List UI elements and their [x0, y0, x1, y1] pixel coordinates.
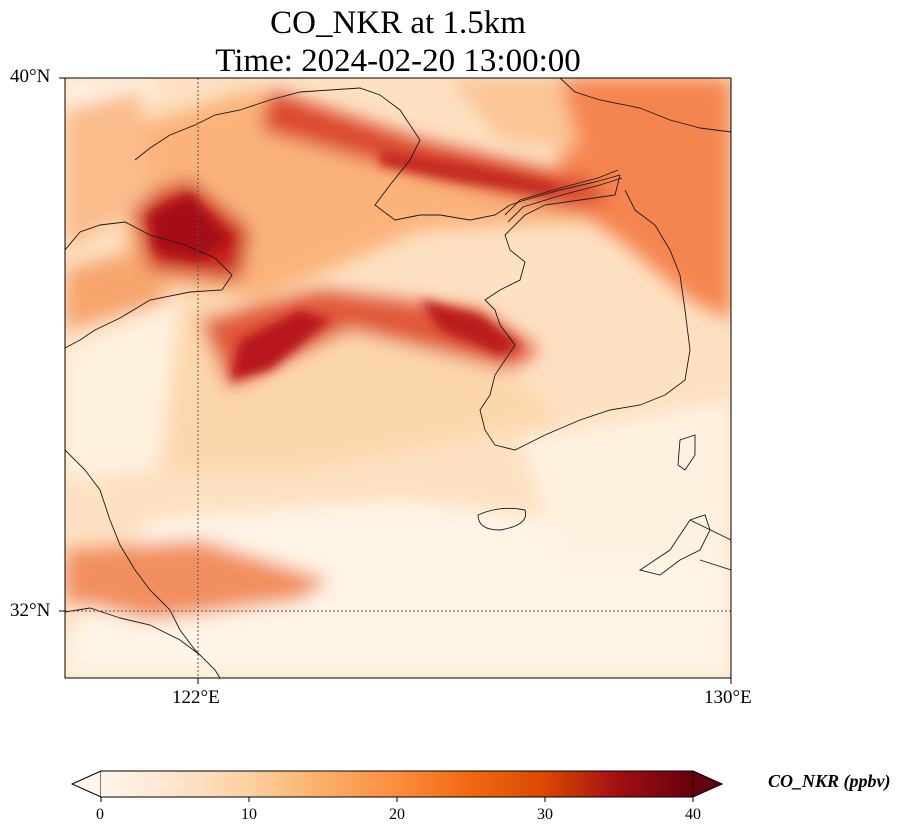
map-frame: [64, 77, 732, 679]
map-title: CO_NKR at 1.5km: [270, 5, 526, 41]
colorbar-tick-label-20: 20: [389, 806, 405, 823]
lon-tick-label-130: 130°E: [704, 687, 752, 708]
colorbar-extend-high: [692, 770, 724, 798]
colorbar-ticks: [100, 797, 694, 802]
concentration-field: [65, 78, 731, 678]
colorbar-tick-label-30: 30: [537, 806, 553, 823]
colorbar-tick-label-40: 40: [685, 806, 701, 823]
colorbar-title: CO_NKR (ppbv): [768, 771, 891, 791]
colorbar-extend-low: [70, 770, 102, 798]
lat-tick-label-40: 40°N: [10, 66, 51, 87]
colorbar-gradient: [101, 771, 693, 797]
colorbar-tick-label-10: 10: [241, 806, 257, 823]
map-subtitle-time: Time: 2024-02-20 13:00:00: [215, 43, 581, 79]
gridlines: [65, 78, 731, 678]
lat-tick-label-32: 32°N: [10, 600, 51, 621]
lon-tick-label-122: 122°E: [172, 687, 220, 708]
coastlines: [65, 78, 731, 678]
axis-ticks: [59, 77, 732, 684]
colorbar-tick-label-0: 0: [96, 806, 104, 823]
colorbar: [70, 770, 724, 802]
